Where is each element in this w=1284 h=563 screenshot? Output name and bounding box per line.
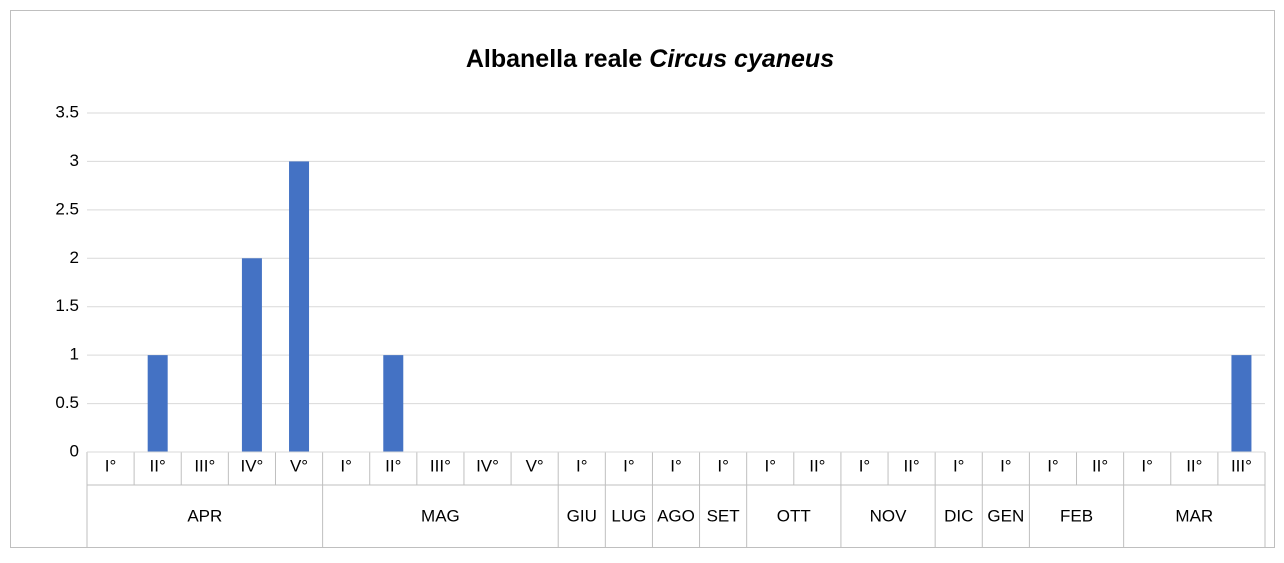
x-tick-label: III° bbox=[430, 456, 451, 475]
x-tick-label: I° bbox=[953, 456, 965, 475]
y-tick-label: 3 bbox=[70, 151, 79, 170]
x-tick-label: III° bbox=[1231, 456, 1252, 475]
x-tick-label: II° bbox=[150, 456, 166, 475]
bar bbox=[289, 161, 310, 452]
group-label: DIC bbox=[944, 506, 973, 525]
x-tick-label: I° bbox=[1141, 456, 1153, 475]
x-tick-label: II° bbox=[385, 456, 401, 475]
x-tick-label: I° bbox=[576, 456, 588, 475]
y-tick-label: 2.5 bbox=[55, 199, 79, 218]
x-tick-label: I° bbox=[105, 456, 117, 475]
group-label: FEB bbox=[1060, 506, 1093, 525]
x-tick-label: V° bbox=[526, 456, 544, 475]
bar bbox=[1231, 355, 1252, 452]
x-tick-label: I° bbox=[670, 456, 682, 475]
title-main: Albanella reale bbox=[466, 45, 643, 73]
chart-border bbox=[10, 10, 1275, 548]
x-tick-label: I° bbox=[764, 456, 776, 475]
x-tick-label: I° bbox=[623, 456, 635, 475]
x-tick-label: IV° bbox=[476, 456, 499, 475]
group-label: GIU bbox=[567, 506, 597, 525]
x-tick-label: I° bbox=[340, 456, 352, 475]
x-tick-label: IV° bbox=[240, 456, 263, 475]
y-tick-label: 2 bbox=[70, 248, 79, 267]
group-label: LUG bbox=[611, 506, 646, 525]
group-label: GEN bbox=[987, 506, 1024, 525]
y-tick-label: 1.5 bbox=[55, 296, 79, 315]
group-label: OTT bbox=[777, 506, 811, 525]
group-label: NOV bbox=[870, 506, 908, 525]
group-label: MAR bbox=[1175, 506, 1213, 525]
bar bbox=[241, 258, 262, 452]
bar bbox=[383, 355, 404, 452]
x-tick-label: I° bbox=[717, 456, 729, 475]
chart-title: Albanella reale Circus cyaneus bbox=[466, 45, 834, 73]
x-tick-label: I° bbox=[1000, 456, 1012, 475]
title-species: Circus cyaneus bbox=[649, 45, 834, 73]
x-tick-label: I° bbox=[859, 456, 871, 475]
y-tick-label: 0 bbox=[70, 441, 79, 460]
x-tick-label: V° bbox=[290, 456, 308, 475]
bar bbox=[147, 355, 168, 452]
y-tick-label: 1 bbox=[70, 345, 79, 364]
x-tick-label: II° bbox=[1092, 456, 1108, 475]
y-tick-label: 3.5 bbox=[55, 102, 79, 121]
x-tick-label: II° bbox=[809, 456, 825, 475]
x-tick-label: II° bbox=[903, 456, 919, 475]
group-label: AGO bbox=[657, 506, 695, 525]
x-tick-label: II° bbox=[1186, 456, 1202, 475]
group-label: APR bbox=[187, 506, 222, 525]
x-tick-label: III° bbox=[194, 456, 215, 475]
x-tick-label: I° bbox=[1047, 456, 1059, 475]
group-label: MAG bbox=[421, 506, 460, 525]
group-label: SET bbox=[707, 506, 740, 525]
y-tick-label: 0.5 bbox=[55, 393, 79, 412]
